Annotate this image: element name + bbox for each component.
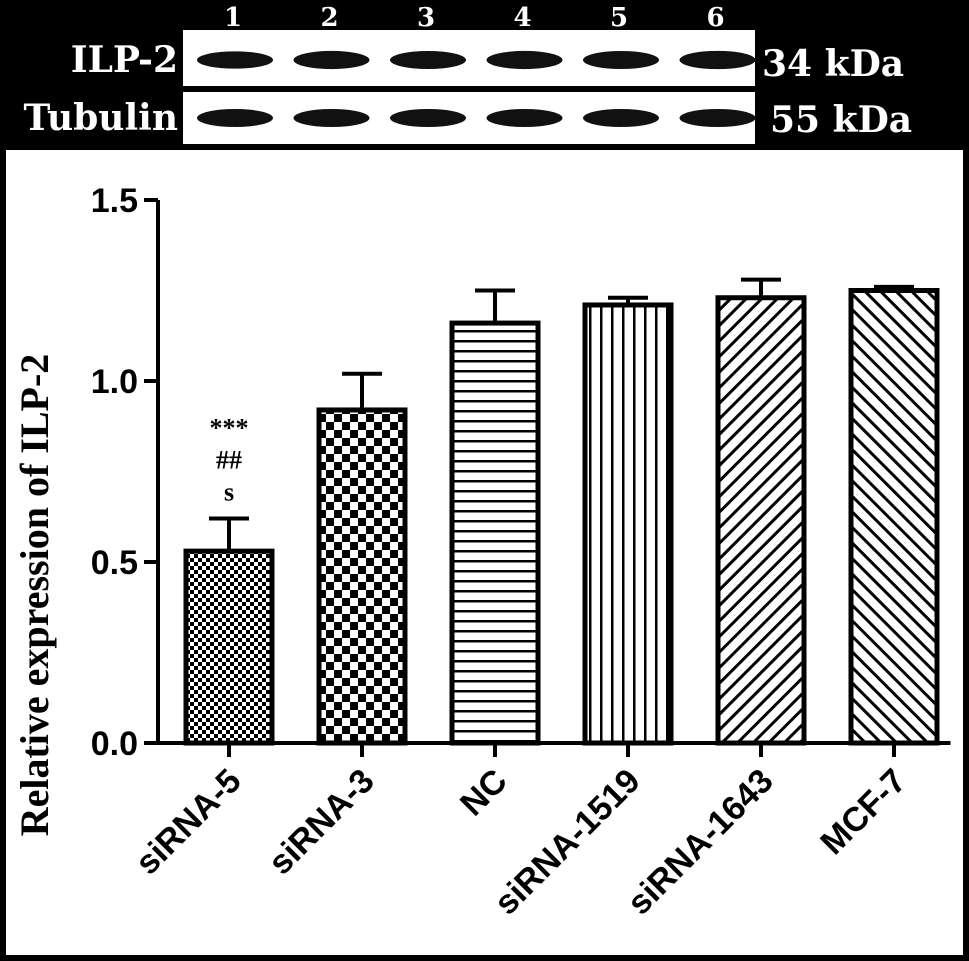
significance-annotation: ## (216, 446, 242, 475)
blot-strip-ilp2 (183, 30, 755, 86)
blot-band-tubulin (293, 109, 370, 127)
blot-band-ilp2 (197, 51, 273, 69)
blot-band-tubulin (583, 109, 659, 127)
x-tick-label: siRNA-5 (128, 762, 248, 882)
blot-band-tubulin (197, 109, 273, 127)
bar (316, 407, 408, 746)
y-tick-label: 1.0 (91, 363, 138, 401)
y-tick-label: 0.5 (91, 544, 138, 582)
x-tick-label: MCF-7 (813, 762, 913, 862)
bar (715, 295, 807, 746)
blot-row-label-ilp2: ILP-2 (71, 39, 178, 81)
blot-size-tubulin: 55 kDa (770, 99, 912, 141)
y-tick-label: 1.5 (91, 182, 138, 220)
blot-lane-number: 3 (417, 3, 435, 33)
blot-band-ilp2 (390, 51, 466, 69)
blot-lane-number: 4 (513, 3, 531, 33)
blot-band-ilp2 (486, 50, 563, 70)
blot-band-ilp2 (583, 51, 659, 69)
blot-band-ilp2 (679, 50, 756, 70)
blot-row-label-tubulin: Tubulin (23, 97, 178, 139)
blot-band-tubulin (486, 109, 563, 127)
significance-annotation: *** (210, 414, 249, 443)
blot-lane-numbers: 1 2 3 4 5 6 (224, 3, 725, 33)
significance-annotation: s (224, 478, 234, 507)
y-axis-label: Relative expression of ILP-2 (12, 354, 57, 837)
y-tick-label: 0.0 (91, 725, 138, 763)
blot-lane-number: 6 (706, 3, 724, 33)
bar (183, 548, 275, 746)
bar-chart-panel: *** ## s 0.0 0.5 1.0 1.5 siRNA-5 siRNA-3 NC siRNA… (6, 150, 963, 955)
blot-bands (197, 50, 756, 127)
x-tick-label: NC (453, 762, 515, 824)
bar-series: *** ## s (183, 277, 940, 746)
blot-strip-tubulin (183, 92, 755, 144)
western-blot-panel: 1 2 3 4 5 6 ILP-2 Tubulin 34 kDa 55 kDa (23, 3, 912, 144)
blot-lane-number: 5 (610, 3, 628, 33)
blot-band-tubulin (390, 109, 466, 127)
blot-band-tubulin (679, 109, 756, 127)
blot-lane-number: 1 (224, 3, 242, 33)
x-tick-label: siRNA-3 (261, 762, 381, 882)
blot-size-ilp2: 34 kDa (762, 43, 904, 85)
bar (848, 288, 940, 746)
bar (449, 320, 541, 746)
blot-lane-number: 2 (320, 3, 338, 33)
bar (582, 302, 674, 746)
blot-band-ilp2 (293, 50, 370, 70)
